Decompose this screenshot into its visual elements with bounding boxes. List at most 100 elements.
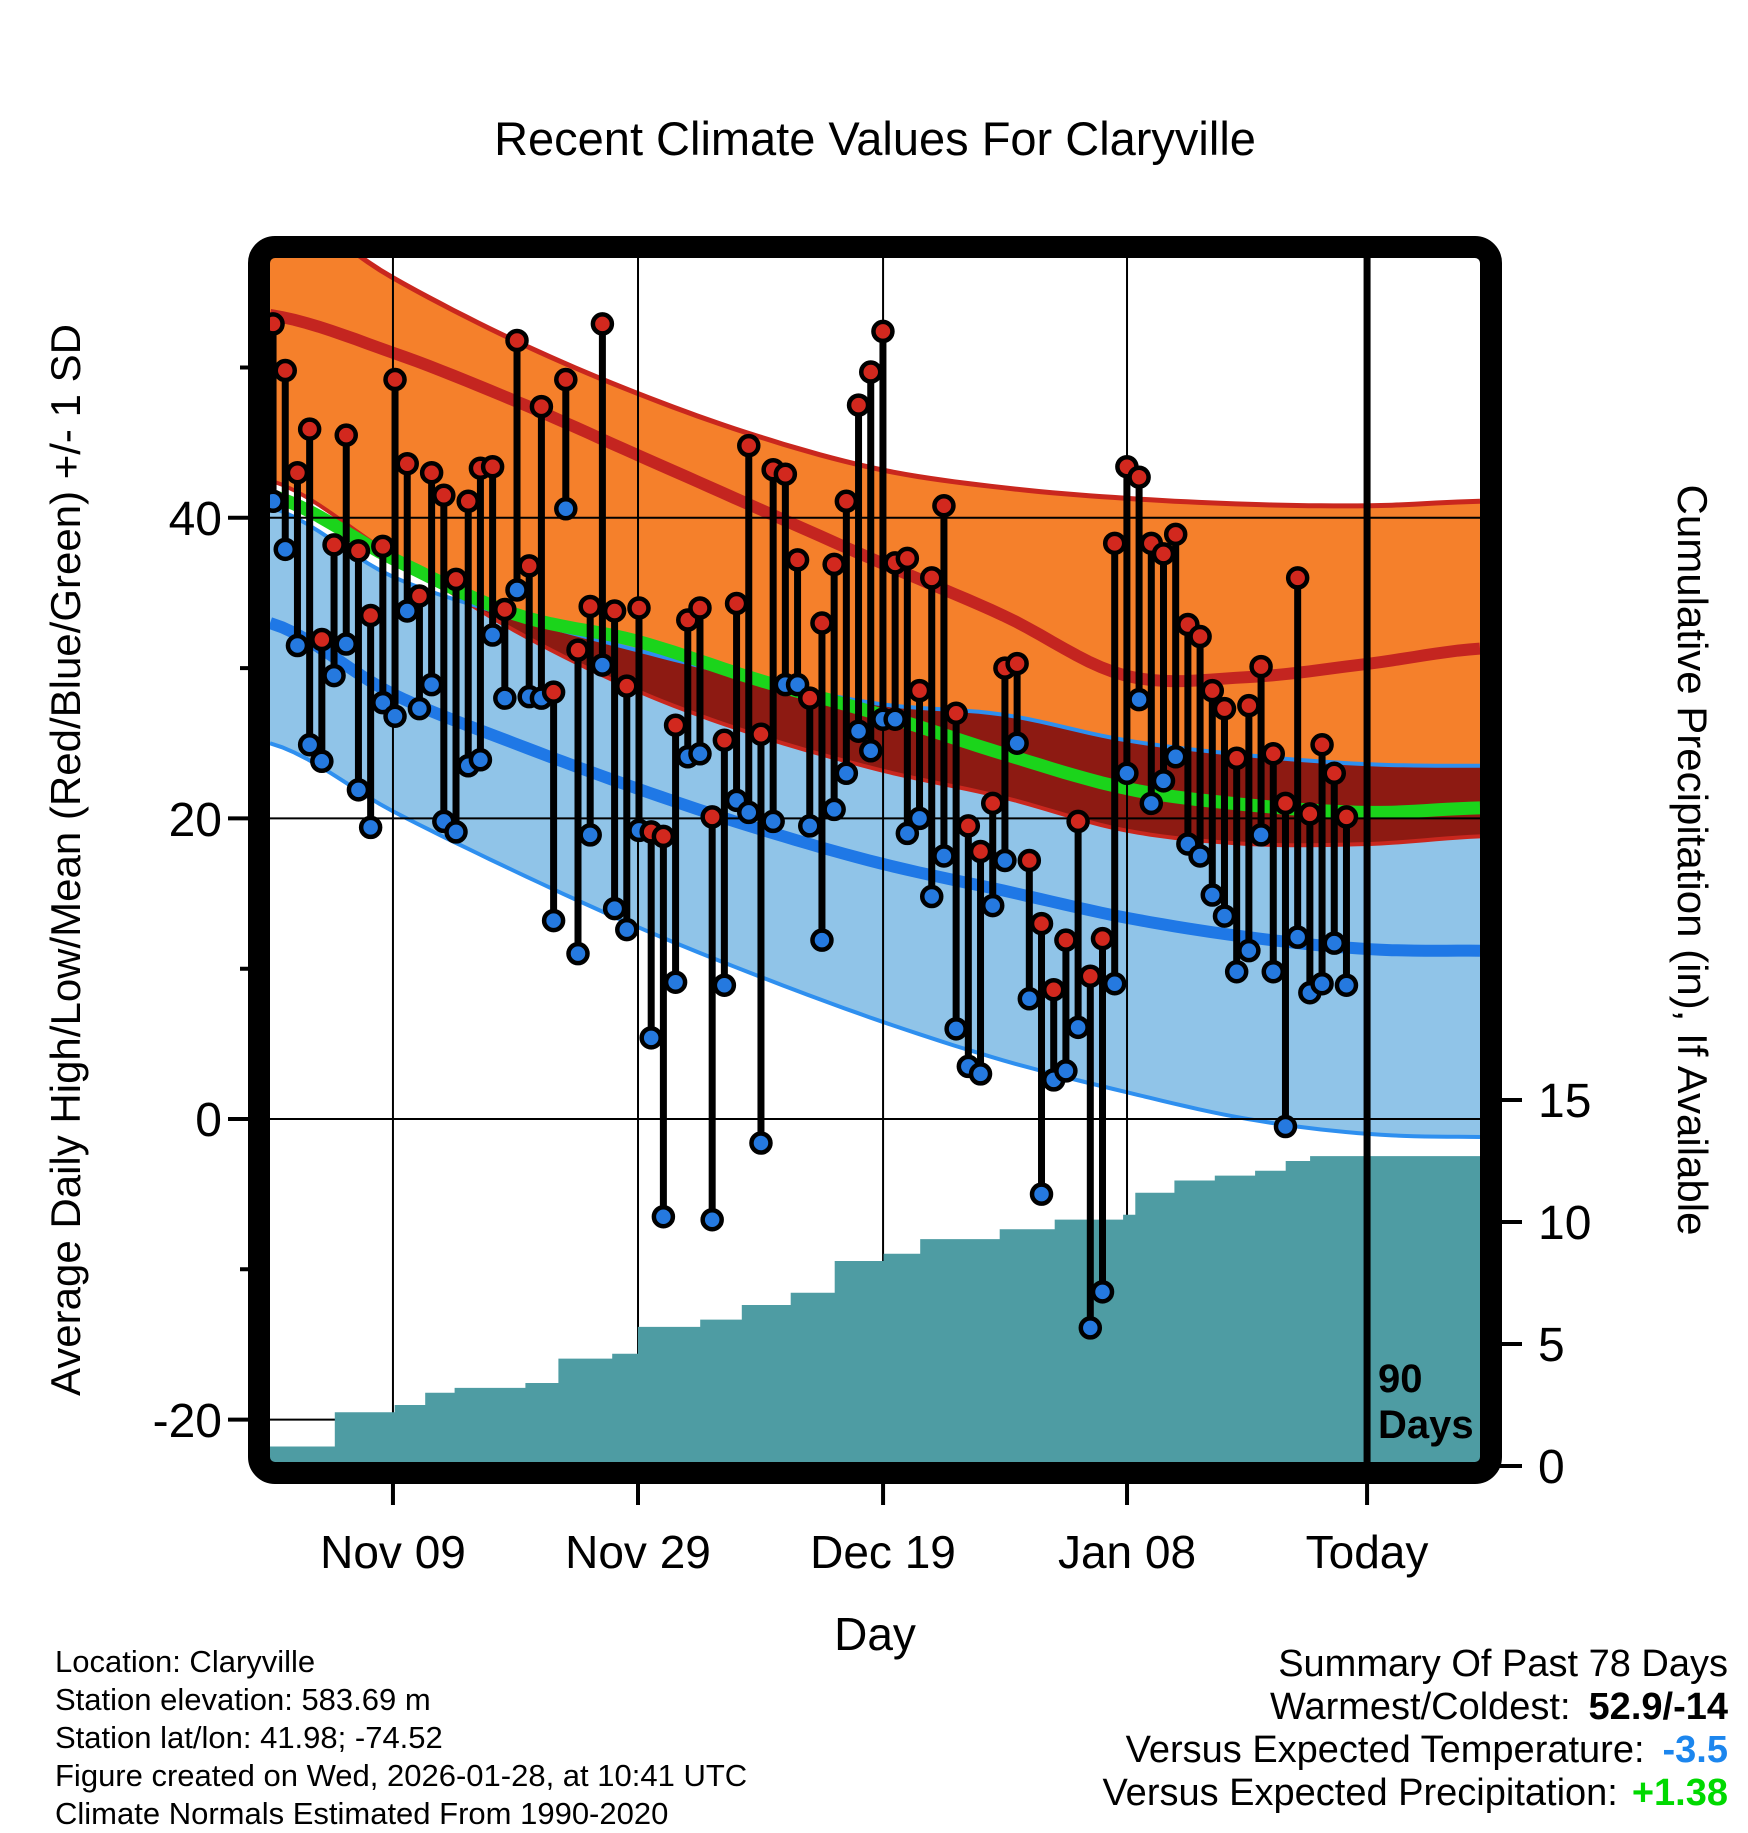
plot-clip-group bbox=[270, 258, 1480, 1462]
high-dot bbox=[749, 722, 773, 746]
high-dot bbox=[1151, 542, 1176, 566]
low-dot bbox=[761, 809, 785, 834]
low-dot bbox=[1090, 1280, 1115, 1304]
info-location: Location: Claryville bbox=[55, 1644, 315, 1679]
ninety-days-label: 90 Days bbox=[1378, 1357, 1474, 1447]
low-dot bbox=[651, 1204, 676, 1229]
x-tick-nov09: Nov 09 bbox=[320, 1526, 466, 1578]
summary-vs-precipitation: Versus Expected Precipitation: +1.38 bbox=[1102, 1772, 1728, 1814]
high-dot bbox=[1017, 848, 1042, 873]
high-dot bbox=[773, 462, 798, 486]
low-dot bbox=[846, 719, 871, 743]
left-tick-neg20: -20 bbox=[153, 1395, 222, 1448]
low-dot bbox=[1249, 823, 1273, 847]
low-dot bbox=[444, 820, 468, 844]
high-dot bbox=[419, 460, 444, 485]
high-dot bbox=[980, 791, 1005, 816]
high-dot bbox=[1029, 911, 1054, 936]
summary-vs-temperature: Versus Expected Temperature: -3.5 bbox=[1126, 1729, 1728, 1771]
high-dot bbox=[602, 599, 627, 623]
y-axis-right-title: Cumulative Precipitation (in), If Availa… bbox=[1669, 485, 1716, 1236]
high-dot bbox=[505, 328, 529, 353]
high-dot bbox=[1005, 651, 1029, 676]
low-dot bbox=[554, 497, 578, 521]
low-dot bbox=[1334, 973, 1359, 997]
high-dot bbox=[395, 451, 419, 476]
low-dot bbox=[1273, 1114, 1298, 1139]
x-tick-today: Today bbox=[1306, 1526, 1429, 1578]
low-dot bbox=[1261, 959, 1286, 984]
high-dot bbox=[724, 591, 749, 616]
left-tick-40: 40 bbox=[169, 493, 222, 546]
high-dot bbox=[846, 393, 871, 417]
high-dot bbox=[444, 567, 468, 592]
high-dot bbox=[1322, 761, 1347, 786]
low-dot bbox=[1054, 1059, 1078, 1083]
high-dot bbox=[1200, 678, 1225, 703]
right-tick-10: 10 bbox=[1538, 1197, 1591, 1250]
low-dot bbox=[1285, 925, 1310, 949]
summary-block: Summary Of Past 78 Days Warmest/Coldest:… bbox=[1102, 1643, 1728, 1814]
high-dot bbox=[541, 680, 566, 704]
high-dot bbox=[785, 548, 810, 572]
low-dot bbox=[700, 1207, 724, 1232]
high-dot bbox=[1054, 928, 1078, 952]
high-dot bbox=[407, 584, 432, 608]
high-dot bbox=[627, 596, 651, 620]
high-dot bbox=[1298, 802, 1322, 826]
high-dot bbox=[968, 839, 993, 864]
high-dot bbox=[822, 552, 846, 577]
right-tick-0: 0 bbox=[1538, 1441, 1565, 1494]
high-dot bbox=[712, 728, 737, 752]
low-dot bbox=[798, 814, 822, 838]
high-dot bbox=[358, 603, 383, 628]
low-dot bbox=[749, 1131, 773, 1155]
low-dot bbox=[1066, 1015, 1090, 1040]
plot-geometry bbox=[228, 258, 1522, 1505]
low-dot bbox=[419, 672, 444, 697]
low-dot bbox=[1224, 959, 1249, 984]
high-dot bbox=[834, 489, 859, 514]
low-band bbox=[270, 507, 1480, 1137]
high-dot bbox=[566, 638, 590, 662]
low-dot bbox=[810, 928, 834, 952]
low-dot bbox=[968, 1062, 993, 1086]
low-dot bbox=[1237, 938, 1261, 963]
low-dot bbox=[1139, 791, 1164, 816]
low-dot bbox=[1102, 971, 1127, 996]
low-dot bbox=[1029, 1182, 1054, 1206]
high-dot bbox=[554, 367, 578, 392]
summary-warmest-coldest: Warmest/Coldest: 52.9/-14 bbox=[1270, 1686, 1728, 1728]
x-axis-title: Day bbox=[834, 1608, 916, 1660]
info-normals: Climate Normals Estimated From 1990-2020 bbox=[55, 1796, 668, 1828]
low-dot bbox=[615, 917, 639, 942]
high-dot bbox=[273, 358, 298, 383]
low-dot bbox=[639, 1026, 663, 1050]
high-dot bbox=[1090, 926, 1115, 951]
x-tick-jan08: Jan 08 bbox=[1058, 1526, 1196, 1578]
high-dot bbox=[529, 394, 554, 419]
low-dot bbox=[907, 806, 932, 831]
low-dot bbox=[737, 800, 761, 825]
summary-heading: Summary Of Past 78 Days bbox=[1278, 1643, 1728, 1685]
low-dot bbox=[1200, 883, 1225, 907]
high-dot bbox=[1212, 696, 1237, 721]
high-dot bbox=[1285, 566, 1310, 590]
high-dot bbox=[456, 489, 480, 514]
high-dot bbox=[480, 454, 505, 479]
bottom-axis-tick-labels: Nov 09 Nov 29 Dec 19 Jan 08 Today bbox=[320, 1526, 1428, 1578]
low-dot bbox=[1212, 904, 1237, 928]
info-latlon: Station lat/lon: 41.98; -74.52 bbox=[55, 1720, 443, 1755]
high-dot bbox=[371, 534, 395, 559]
high-dot bbox=[1237, 693, 1261, 718]
high-dot bbox=[1249, 654, 1273, 679]
high-dot bbox=[432, 483, 456, 508]
low-dot bbox=[493, 686, 517, 710]
left-tick-20: 20 bbox=[169, 794, 222, 847]
low-dot bbox=[1115, 761, 1139, 786]
high-dot bbox=[737, 433, 761, 458]
band-overlap bbox=[477, 606, 1480, 846]
high-dot bbox=[334, 423, 358, 447]
high-dot bbox=[1066, 809, 1090, 834]
high-dot bbox=[1078, 964, 1103, 988]
